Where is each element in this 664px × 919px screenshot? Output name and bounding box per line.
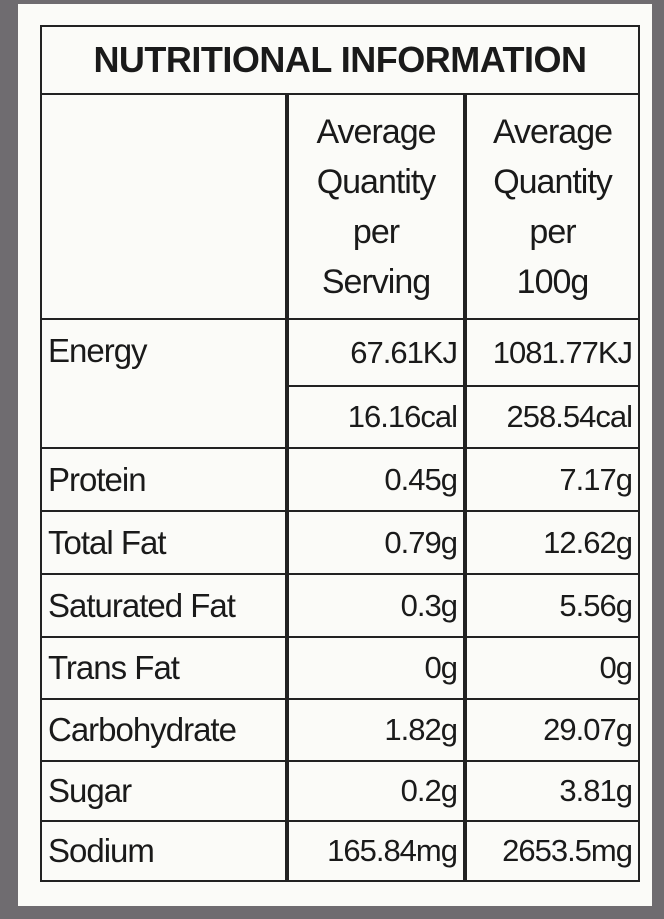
value-cell: 2653.5mg [465,820,640,882]
value-cell: 165.84mg [287,820,465,882]
nutrient-label: Protein [40,447,287,512]
header-line: Quantity [493,162,613,201]
nutrition-label [18,4,652,906]
header-line: 100g [516,262,590,301]
nutrient-label: Trans Fat [40,636,287,700]
header-line: Average [316,112,436,151]
column-header: Average Quantity per Serving [287,93,465,320]
value-cell: 0.2g [287,760,465,822]
value-cell: 0g [465,636,640,700]
value-cell: 0.45g [287,447,465,512]
value-cell: 12.62g [465,510,640,575]
value-cell: 0g [287,636,465,700]
header-line: per [352,212,400,251]
value-cell: 29.07g [465,698,640,762]
header-blank [40,93,287,320]
value-cell: 0.79g [287,510,465,575]
value-cell: 7.17g [465,447,640,512]
value-cell: 3.81g [465,760,640,822]
value-cell: 258.54cal [465,385,640,449]
nutrient-label: Sodium [40,820,287,882]
header-line: per [529,212,576,251]
nutrient-label: Energy [40,318,287,449]
value-cell: 1.82g [287,698,465,762]
nutrient-label: Saturated Fat [40,573,287,638]
value-cell: 1081.77KJ [465,318,640,387]
value-cell: 16.16cal [287,385,465,449]
value-cell: 67.61KJ [287,318,465,387]
value-cell: 0.3g [287,573,465,638]
column-header: Average Quantity per 100g [465,93,640,320]
nutrient-label: Sugar [40,760,287,822]
nutrient-label: Total Fat [40,510,287,575]
header-line: Serving [321,262,431,301]
nutrient-label: Carbohydrate [40,698,287,762]
title: NUTRITIONAL INFORMATION [40,25,640,95]
header-line: Average [492,112,613,151]
value-cell: 5.56g [465,573,640,638]
header-line: Quantity [316,162,437,201]
